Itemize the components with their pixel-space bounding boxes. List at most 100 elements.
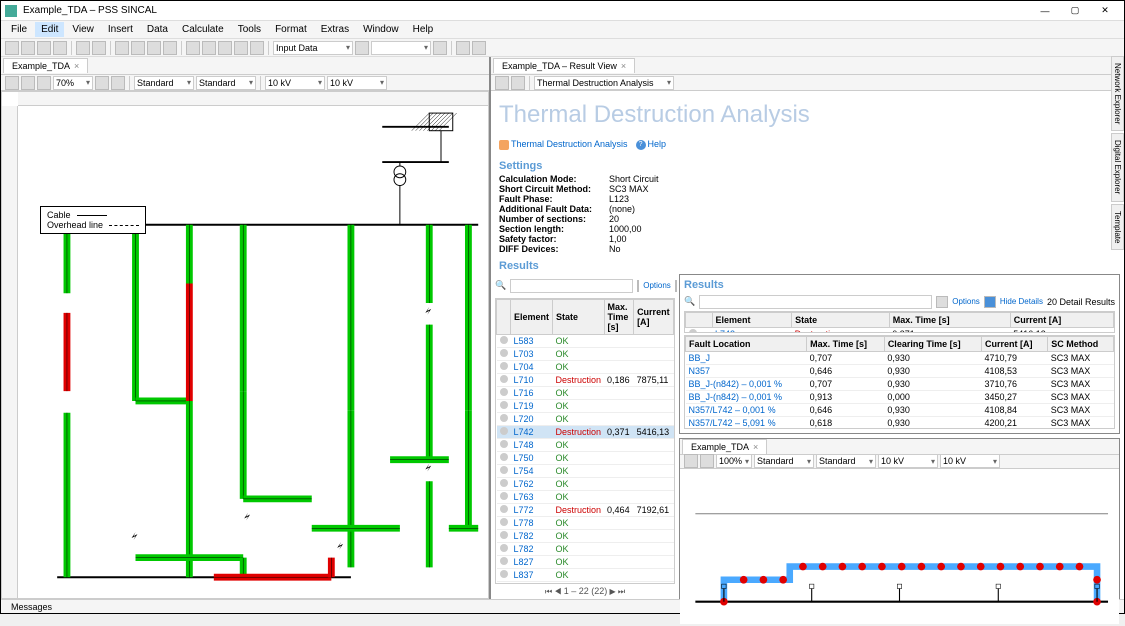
toolbar-button[interactable] bbox=[700, 454, 714, 468]
menu-window[interactable]: Window bbox=[357, 22, 405, 37]
detail-search-input[interactable] bbox=[699, 295, 932, 309]
result-type-combo[interactable]: Thermal Destruction Analysis▾ bbox=[534, 76, 674, 90]
options-icon[interactable] bbox=[637, 280, 639, 292]
results-row[interactable]: L748OK bbox=[497, 438, 674, 451]
thumb-std2-combo[interactable]: Standard▾ bbox=[816, 454, 876, 468]
toolbar-button[interactable] bbox=[21, 76, 35, 90]
toolbar-button[interactable] bbox=[250, 41, 264, 55]
thumb-std1-combo[interactable]: Standard▾ bbox=[754, 454, 814, 468]
toolbar-button[interactable] bbox=[456, 41, 470, 55]
results-row[interactable]: L762OK bbox=[497, 477, 674, 490]
side-tab-digital-explorer[interactable]: Digital Explorer bbox=[1111, 133, 1124, 201]
toolbar-button[interactable] bbox=[234, 41, 248, 55]
results-row[interactable]: L719OK bbox=[497, 399, 674, 412]
results-row[interactable]: L837OK bbox=[497, 568, 674, 581]
toolbar-button[interactable] bbox=[202, 41, 216, 55]
results-row[interactable]: L782OK bbox=[497, 529, 674, 542]
toolbar-button[interactable] bbox=[186, 41, 200, 55]
results-row[interactable]: L778OK bbox=[497, 516, 674, 529]
toolbar-button[interactable] bbox=[511, 76, 525, 90]
detail-row[interactable]: N357/L742 – 0,001 %0,6460,9304108,84SC3 … bbox=[686, 403, 1114, 416]
detail-options-link[interactable]: Options bbox=[952, 297, 980, 306]
detail-row[interactable]: N3570,6460,9304108,53SC3 MAX bbox=[686, 364, 1114, 377]
toolbar-button[interactable] bbox=[5, 41, 19, 55]
thumb-kv2-combo[interactable]: 10 kV▾ bbox=[940, 454, 1000, 468]
toolbar-button[interactable] bbox=[76, 41, 90, 55]
details-icon[interactable] bbox=[675, 280, 677, 292]
menu-edit[interactable]: Edit bbox=[35, 22, 64, 37]
menu-extras[interactable]: Extras bbox=[315, 22, 355, 37]
messages-label[interactable]: Messages bbox=[11, 602, 52, 612]
help-link[interactable]: Help bbox=[648, 139, 667, 149]
results-table[interactable]: ElementStateMax. Time [s]Current [A]L583… bbox=[496, 299, 674, 584]
results-search-input[interactable] bbox=[510, 279, 633, 293]
result-tab[interactable]: Example_TDA – Result View × bbox=[493, 58, 635, 73]
input-data-combo[interactable]: Input Data▾ bbox=[273, 41, 353, 55]
toolbar-button[interactable] bbox=[53, 41, 67, 55]
results-row[interactable]: L703OK bbox=[497, 347, 674, 360]
thumb-zoom-combo[interactable]: 100%▾ bbox=[716, 454, 752, 468]
results-row[interactable]: L763OK bbox=[497, 490, 674, 503]
details-icon[interactable] bbox=[984, 296, 996, 308]
results-row[interactable]: L754OK bbox=[497, 464, 674, 477]
maximize-button[interactable]: ▢ bbox=[1060, 2, 1090, 20]
results-row[interactable]: L827OK bbox=[497, 555, 674, 568]
toolbar-button[interactable] bbox=[37, 41, 51, 55]
toolbar-button[interactable] bbox=[147, 41, 161, 55]
results-row[interactable]: L583OK bbox=[497, 334, 674, 347]
std1-combo[interactable]: Standard▾ bbox=[134, 76, 194, 90]
zoom-combo[interactable]: 70%▾ bbox=[53, 76, 93, 90]
results-row[interactable]: L716OK bbox=[497, 386, 674, 399]
menu-help[interactable]: Help bbox=[407, 22, 440, 37]
toolbar-button[interactable] bbox=[684, 454, 698, 468]
toolbar-button[interactable] bbox=[131, 41, 145, 55]
kv2-combo[interactable]: 10 kV▾ bbox=[327, 76, 387, 90]
options-icon[interactable] bbox=[936, 296, 948, 308]
menu-insert[interactable]: Insert bbox=[102, 22, 139, 37]
detail-row[interactable]: BB_J0,7070,9304710,79SC3 MAX bbox=[686, 351, 1114, 364]
thumb-canvas[interactable] bbox=[680, 469, 1119, 625]
close-icon[interactable]: × bbox=[753, 442, 758, 452]
toolbar-button[interactable] bbox=[92, 41, 106, 55]
detail-row[interactable]: BB_J-(n842) – 0,001 %0,7070,9303710,76SC… bbox=[686, 377, 1114, 390]
diagram-tab[interactable]: Example_TDA × bbox=[3, 58, 88, 73]
std2-combo[interactable]: Standard▾ bbox=[196, 76, 256, 90]
menu-format[interactable]: Format bbox=[269, 22, 313, 37]
close-button[interactable]: ✕ bbox=[1090, 2, 1120, 20]
diagram-canvas[interactable]: Cable Overhead line bbox=[1, 91, 489, 599]
thumb-kv1-combo[interactable]: 10 kV▾ bbox=[878, 454, 938, 468]
results-row[interactable]: L720OK bbox=[497, 412, 674, 425]
toolbar-button[interactable] bbox=[472, 41, 486, 55]
detail-top-table[interactable]: ElementStateMax. Time [s]Current [A]L742… bbox=[685, 312, 1114, 333]
results-row[interactable]: L782OK bbox=[497, 542, 674, 555]
tda-link[interactable]: Thermal Destruction Analysis bbox=[511, 139, 628, 149]
menu-calculate[interactable]: Calculate bbox=[176, 22, 230, 37]
close-icon[interactable]: × bbox=[74, 61, 79, 71]
results-row[interactable]: L710Destruction0,1867875,11 bbox=[497, 373, 674, 386]
toolbar-button[interactable] bbox=[495, 76, 509, 90]
thumb-tab[interactable]: Example_TDA × bbox=[682, 439, 767, 454]
toolbar-button[interactable] bbox=[37, 76, 51, 90]
results-pager[interactable]: ⏮ ◀ 1 – 22 (22) ▶ ⏭ bbox=[495, 584, 675, 599]
hide-details-link[interactable]: Hide Details bbox=[1000, 297, 1043, 306]
toolbar-button[interactable] bbox=[163, 41, 177, 55]
side-tab-network-explorer[interactable]: Network Explorer bbox=[1111, 56, 1124, 131]
kv1-combo[interactable]: 10 kV▾ bbox=[265, 76, 325, 90]
menu-data[interactable]: Data bbox=[141, 22, 174, 37]
toolbar-button[interactable] bbox=[218, 41, 232, 55]
toolbar-button[interactable] bbox=[95, 76, 109, 90]
nav-combo[interactable]: ▾ bbox=[371, 41, 431, 55]
results-row[interactable]: L742Destruction0,3715416,13 bbox=[497, 425, 674, 438]
results-row[interactable]: L704OK bbox=[497, 360, 674, 373]
menu-tools[interactable]: Tools bbox=[232, 22, 267, 37]
side-tab-template[interactable]: Template bbox=[1111, 204, 1124, 250]
detail-row[interactable]: BB_J-(n842) – 0,001 %0,9130,0003450,27SC… bbox=[686, 390, 1114, 403]
toolbar-nav-first[interactable] bbox=[355, 41, 369, 55]
detail-table[interactable]: Fault LocationMax. Time [s]Clearing Time… bbox=[685, 336, 1114, 429]
options-link[interactable]: Options bbox=[643, 281, 671, 290]
toolbar-nav-last[interactable] bbox=[433, 41, 447, 55]
menu-file[interactable]: File bbox=[5, 22, 33, 37]
results-row[interactable]: L750OK bbox=[497, 451, 674, 464]
menu-view[interactable]: View bbox=[66, 22, 100, 37]
detail-top-row[interactable]: L742Destruction0,3715416,13 bbox=[686, 327, 1114, 333]
